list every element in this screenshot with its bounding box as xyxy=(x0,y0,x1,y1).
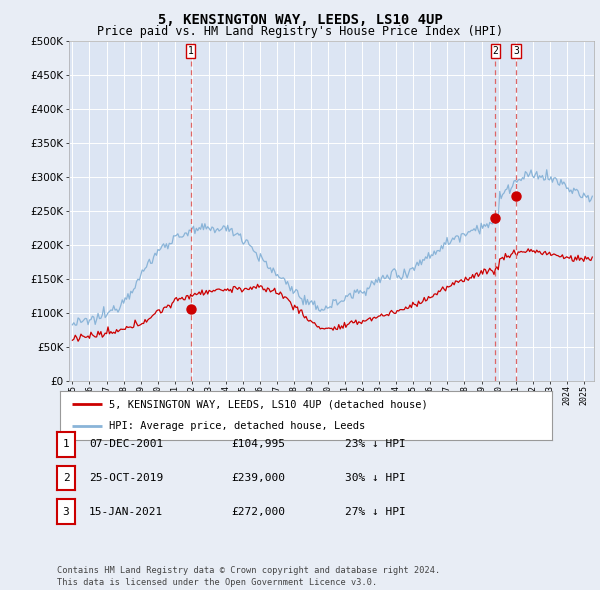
Text: 5, KENSINGTON WAY, LEEDS, LS10 4UP (detached house): 5, KENSINGTON WAY, LEEDS, LS10 4UP (deta… xyxy=(109,399,428,409)
Text: 2: 2 xyxy=(493,47,499,57)
Text: Price paid vs. HM Land Registry's House Price Index (HPI): Price paid vs. HM Land Registry's House … xyxy=(97,25,503,38)
Text: 30% ↓ HPI: 30% ↓ HPI xyxy=(345,473,406,483)
Text: 3: 3 xyxy=(514,47,519,57)
Text: 1: 1 xyxy=(62,440,70,449)
Text: 23% ↓ HPI: 23% ↓ HPI xyxy=(345,440,406,449)
Text: 2: 2 xyxy=(62,473,70,483)
Text: £104,995: £104,995 xyxy=(231,440,285,449)
Text: 25-OCT-2019: 25-OCT-2019 xyxy=(89,473,163,483)
Text: HPI: Average price, detached house, Leeds: HPI: Average price, detached house, Leed… xyxy=(109,421,365,431)
Text: Contains HM Land Registry data © Crown copyright and database right 2024.
This d: Contains HM Land Registry data © Crown c… xyxy=(57,566,440,587)
Text: 07-DEC-2001: 07-DEC-2001 xyxy=(89,440,163,449)
Text: 15-JAN-2021: 15-JAN-2021 xyxy=(89,507,163,516)
Text: 1: 1 xyxy=(188,47,193,57)
Text: 5, KENSINGTON WAY, LEEDS, LS10 4UP: 5, KENSINGTON WAY, LEEDS, LS10 4UP xyxy=(158,13,442,27)
Text: £239,000: £239,000 xyxy=(231,473,285,483)
Text: £272,000: £272,000 xyxy=(231,507,285,516)
Text: 27% ↓ HPI: 27% ↓ HPI xyxy=(345,507,406,516)
Text: 3: 3 xyxy=(62,507,70,516)
